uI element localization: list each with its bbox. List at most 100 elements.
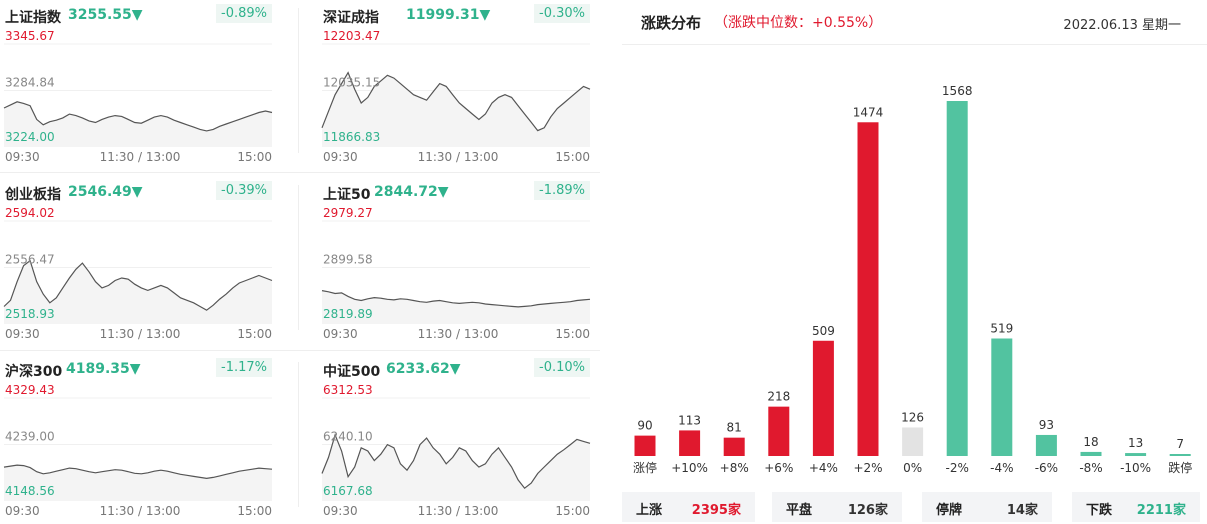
index-panel-sh[interactable]: 上证指数 3255.55▼ -0.89% 3345.67 3284.84 3224.… bbox=[0, 0, 282, 170]
y-tick-label: 2899.58 bbox=[323, 253, 373, 267]
index-price: 2844.72▼ bbox=[374, 184, 449, 200]
bar bbox=[679, 430, 701, 456]
bar bbox=[1080, 451, 1102, 456]
category-label: 跌停 bbox=[1168, 460, 1192, 475]
time-label: 11:30 / 13:00 bbox=[418, 327, 499, 341]
y-tick-label: 3284.84 bbox=[5, 76, 55, 90]
time-label: 11:30 / 13:00 bbox=[418, 150, 499, 164]
index-panel-sz50[interactable]: 上证50 2844.72▼ -1.89% 2979.27 2899.58 2819.… bbox=[318, 177, 600, 347]
price-line bbox=[321, 433, 591, 490]
panel-divider bbox=[0, 172, 600, 173]
bar bbox=[812, 340, 834, 456]
bar-value-label: 218 bbox=[767, 390, 790, 404]
time-label: 09:30 bbox=[5, 327, 40, 341]
bar bbox=[1125, 453, 1147, 456]
summary-label: 停牌 bbox=[936, 503, 963, 518]
price-area bbox=[322, 72, 590, 147]
y-tick-label: 6240.10 bbox=[323, 430, 373, 444]
summary-label: 平盘 bbox=[786, 503, 813, 518]
index-change-badge: -0.39% bbox=[216, 181, 272, 200]
y-tick-label: 11866.83 bbox=[323, 130, 380, 144]
time-label: 15:00 bbox=[237, 327, 272, 341]
bar-value-label: 126 bbox=[901, 410, 924, 424]
index-price: 4189.35▼ bbox=[66, 361, 141, 377]
time-label: 09:30 bbox=[5, 150, 40, 164]
index-panel-hs300[interactable]: 沪深300 4189.35▼ -1.17% 4329.43 4239.00 4148… bbox=[0, 354, 282, 524]
index-price: 6233.62▼ bbox=[386, 361, 461, 377]
time-label: 09:30 bbox=[323, 504, 358, 518]
bar-value-label: 81 bbox=[727, 421, 742, 435]
category-label: -10% bbox=[1120, 461, 1151, 475]
distribution-chart: 90 涨停 113 +10% 81 +8% 218 +6% 509 +4% 1474 +2% 126 0%… bbox=[633, 84, 1192, 475]
index-mini-chart: 12203.47 12035.15 11866.83 09:30 11:30 / 13:… bbox=[321, 29, 591, 164]
index-mini-chart: 3345.67 3284.84 3224.00 09:30 11:30 / 13:00 1… bbox=[3, 29, 273, 164]
category-label: +2% bbox=[853, 461, 882, 475]
bar-value-label: 93 bbox=[1039, 418, 1054, 432]
time-label: 15:00 bbox=[555, 504, 590, 518]
bar-value-label: 509 bbox=[812, 324, 835, 338]
category-label: +8% bbox=[720, 461, 749, 475]
bar-value-label: 13 bbox=[1128, 436, 1143, 450]
price-line bbox=[3, 259, 273, 311]
index-panel-sz[interactable]: 深证成指 11999.31▼ -0.30% 12203.47 12035.15 11… bbox=[318, 0, 600, 170]
bar bbox=[946, 101, 968, 456]
category-label: -4% bbox=[990, 461, 1013, 475]
price-line bbox=[3, 101, 273, 132]
index-name: 上证指数 bbox=[5, 10, 61, 26]
time-label: 11:30 / 13:00 bbox=[100, 327, 181, 341]
summary-value: 2395家 bbox=[691, 503, 741, 518]
index-mini-chart: 2979.27 2899.58 2819.89 09:30 11:30 / 13:00 1… bbox=[321, 206, 591, 341]
y-tick-label: 2819.89 bbox=[323, 307, 373, 321]
category-label: 0% bbox=[903, 461, 922, 475]
y-tick-label: 4148.56 bbox=[5, 484, 55, 498]
panel-divider bbox=[298, 8, 299, 153]
y-tick-label: 6312.53 bbox=[323, 383, 373, 397]
index-price: 11999.31▼ bbox=[406, 7, 491, 23]
y-tick-label: 2518.93 bbox=[5, 307, 55, 321]
summary-halted: 停牌 14家 bbox=[922, 492, 1052, 522]
distribution-subtitle: （涨跌中位数：+0.55%） bbox=[714, 15, 883, 31]
category-label: +10% bbox=[671, 461, 708, 475]
price-line bbox=[321, 290, 591, 308]
panel-divider bbox=[298, 185, 299, 330]
panel-divider bbox=[298, 362, 299, 507]
price-area bbox=[322, 290, 590, 324]
y-tick-label: 4239.00 bbox=[5, 430, 55, 444]
category-label: +4% bbox=[809, 461, 838, 475]
bar bbox=[991, 338, 1013, 456]
price-area bbox=[4, 101, 272, 147]
summary-value: 126家 bbox=[847, 503, 888, 518]
summary-down: 下跌 2211家 bbox=[1072, 492, 1200, 522]
y-tick-label: 6167.68 bbox=[323, 484, 373, 498]
time-label: 09:30 bbox=[323, 327, 358, 341]
bar-value-label: 1474 bbox=[853, 105, 884, 119]
index-mini-chart: 4329.43 4239.00 4148.56 09:30 11:30 / 13:00 1… bbox=[3, 383, 273, 518]
index-mini-chart: 2594.02 2556.47 2518.93 09:30 11:30 / 13:00 1… bbox=[3, 206, 273, 341]
category-label: -2% bbox=[946, 461, 969, 475]
panel-divider bbox=[0, 350, 600, 351]
y-tick-label: 4329.43 bbox=[5, 383, 55, 397]
index-change-badge: -0.10% bbox=[534, 358, 590, 377]
bar-value-label: 18 bbox=[1083, 435, 1098, 449]
time-label: 15:00 bbox=[237, 504, 272, 518]
bar bbox=[634, 435, 656, 456]
y-tick-label: 12203.47 bbox=[323, 29, 380, 43]
index-panel-zz500[interactable]: 中证500 6233.62▼ -0.10% 6312.53 6240.10 6167… bbox=[318, 354, 600, 524]
bar bbox=[1169, 454, 1191, 456]
summary-label: 下跌 bbox=[1086, 503, 1113, 518]
time-label: 11:30 / 13:00 bbox=[100, 150, 181, 164]
y-tick-label: 2979.27 bbox=[323, 206, 373, 220]
price-line bbox=[321, 71, 591, 132]
y-tick-label: 2594.02 bbox=[5, 206, 55, 220]
summary-up: 上涨 2395家 bbox=[622, 492, 755, 522]
time-label: 15:00 bbox=[555, 327, 590, 341]
index-name: 沪深300 bbox=[5, 364, 63, 380]
index-panel-cyb[interactable]: 创业板指 2546.49▼ -0.39% 2594.02 2556.47 2518.… bbox=[0, 177, 282, 347]
summary-label: 上涨 bbox=[636, 503, 663, 518]
distribution-title: 涨跌分布 bbox=[641, 14, 702, 32]
summary-value: 2211家 bbox=[1136, 503, 1186, 518]
y-tick-label: 2556.47 bbox=[5, 253, 55, 267]
bar-value-label: 7 bbox=[1176, 437, 1184, 451]
time-label: 11:30 / 13:00 bbox=[418, 504, 499, 518]
y-tick-label: 3345.67 bbox=[5, 29, 55, 43]
